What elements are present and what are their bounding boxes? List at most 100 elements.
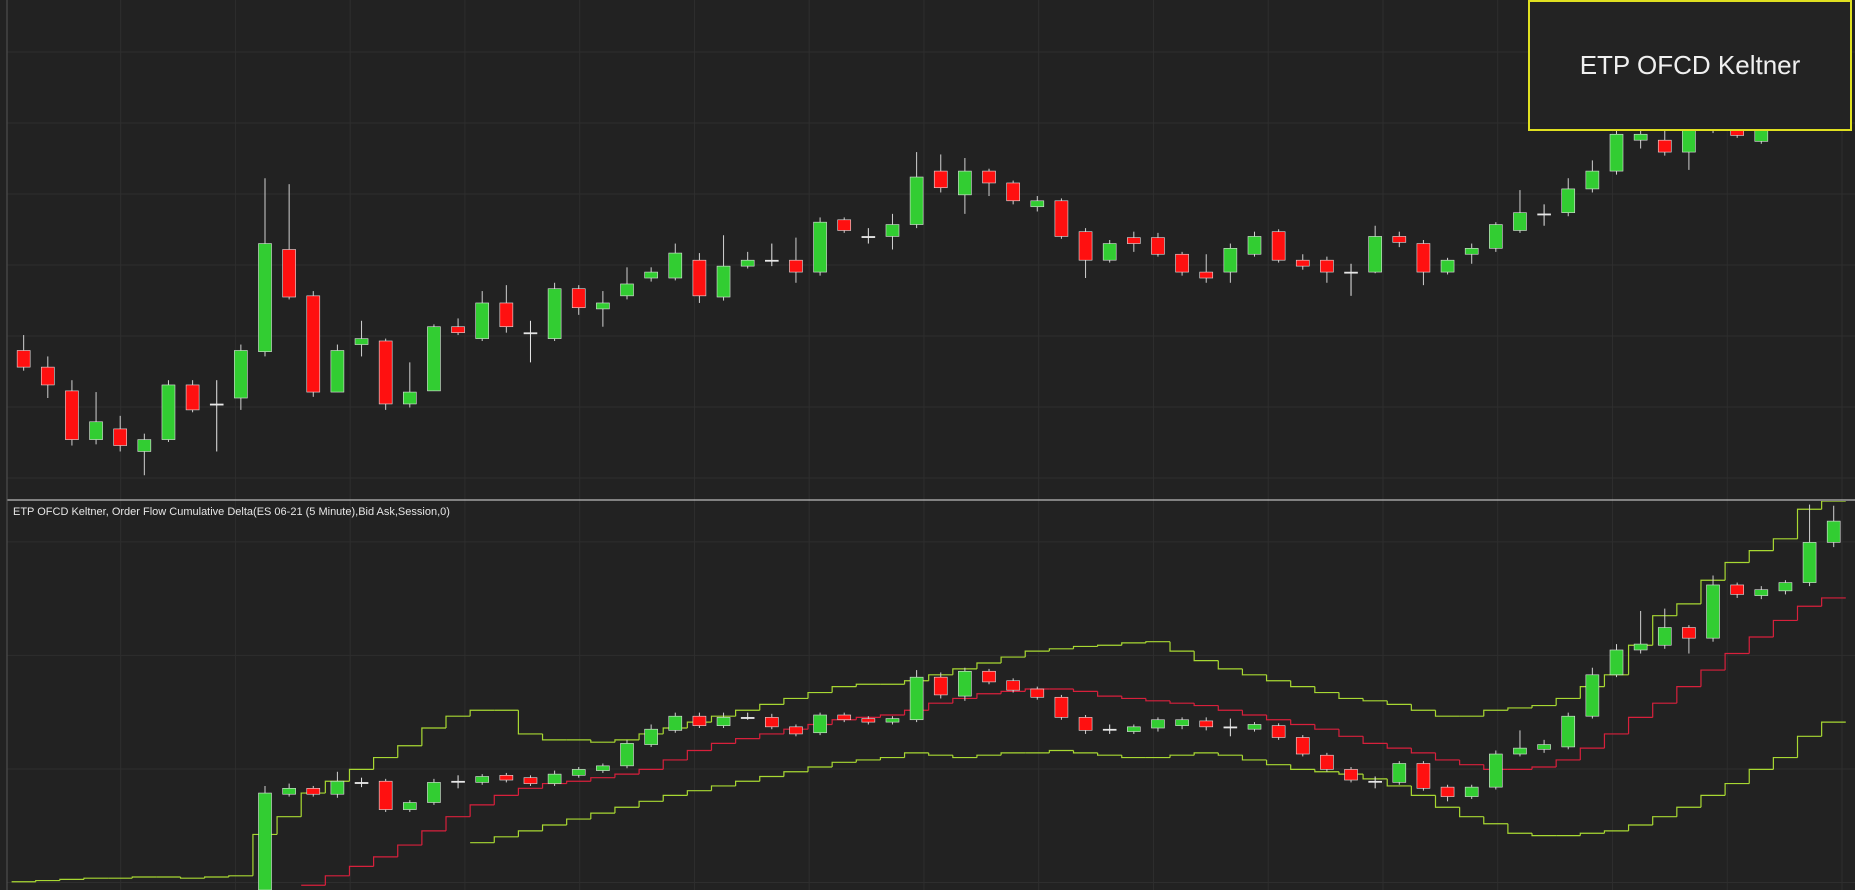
band-step [735,738,760,744]
candle-body [1585,170,1600,190]
band-step [1217,752,1243,756]
candle-body [1127,237,1141,244]
candle-body [1561,188,1576,213]
band-step [1555,759,1581,768]
band-step [1821,597,1846,607]
candle-body [861,236,876,238]
candle-body [1271,231,1286,261]
candle-body [1175,719,1189,726]
candle-body [1006,182,1020,202]
candle-body [1175,253,1189,273]
band-step [638,800,664,808]
band-step [614,739,640,743]
band-step [421,830,447,846]
overlay-label: ETP OFCD Keltner [1580,50,1801,80]
candle-body [282,788,296,795]
band-step [1531,833,1557,837]
band-step [1531,766,1557,770]
candle-body [354,338,369,345]
band-step [1072,750,1098,754]
candle-body [1537,744,1551,750]
candle-body [547,773,562,784]
band-step [1290,680,1315,688]
candle-body [1730,130,1744,136]
band-step [179,876,205,879]
candle-body [813,221,827,273]
band-step [1193,752,1219,756]
band-step [1386,743,1412,749]
candle-body [837,219,852,231]
candle-body [716,265,731,298]
band-step [1579,747,1605,760]
indicator-label: ETP OFCD Keltner, Order Flow Cumulative … [13,506,450,518]
band-step [1627,716,1653,734]
band-step [541,824,567,831]
candle-body [1295,737,1310,755]
candle-body [1440,786,1455,797]
band-step [493,836,519,843]
band-step [566,818,591,825]
band-step [1700,669,1726,687]
candle-body [1609,133,1624,172]
band-step [928,674,953,681]
band-step [855,683,881,687]
band-step [662,794,688,802]
band-step [541,733,567,741]
candle-body [1320,754,1334,770]
band-step [469,709,495,717]
band-step [1507,707,1533,711]
band-step [517,787,543,796]
band-step [324,875,350,886]
candle-body [1609,649,1624,676]
candle-body [1754,589,1769,596]
candle-body [909,676,924,721]
band-step [1000,690,1026,694]
candle-body [885,224,900,237]
band-step [1000,656,1026,663]
candle-body [1392,763,1407,783]
candle-body [692,715,707,726]
band-step [1796,508,1822,539]
band-step [397,745,422,758]
band-step [590,777,615,782]
band-step [469,804,495,817]
candle-body [113,428,128,446]
band-step [1362,774,1388,780]
band-step [1459,807,1484,818]
candle-body [644,728,658,745]
candle-body [499,302,514,328]
band-step [1193,703,1219,707]
candle-body [1344,769,1358,781]
band-step [1386,700,1412,705]
candle-body [1127,726,1141,732]
band-step [976,662,1002,669]
candle-body [789,259,803,273]
candle-body [1826,520,1841,543]
band-step [831,761,857,768]
band-step [1434,795,1460,808]
band-step [710,742,736,751]
band-step [1097,691,1122,697]
candle-body [765,259,779,262]
candle-body [378,340,393,405]
band-step [1676,806,1701,817]
band-step [1627,824,1653,831]
band-step [1386,778,1412,787]
candle-body [1633,133,1648,141]
band-step [735,709,760,717]
band-step [1724,782,1750,796]
band-step [1265,715,1291,721]
candle-body [1344,271,1358,274]
band-step [1048,749,1074,753]
candle-body [1392,236,1407,243]
band-step [517,830,543,837]
band-step [686,790,712,796]
candle-body [1633,643,1648,651]
band-step [1410,704,1436,711]
candle-body [16,350,31,368]
band-step [1362,736,1388,744]
candle-body [982,670,996,683]
candle-body [1151,237,1165,255]
